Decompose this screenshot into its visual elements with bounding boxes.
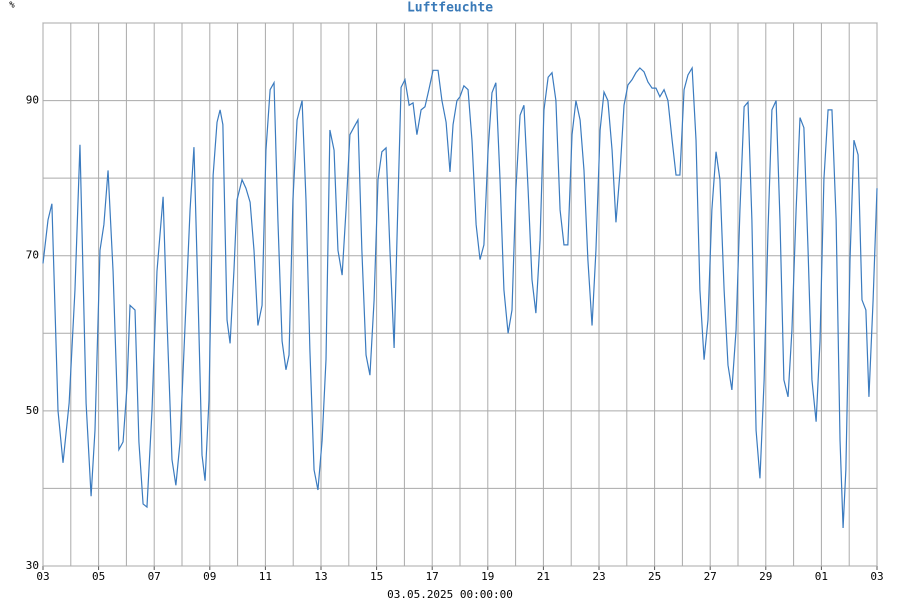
x-tick-label: 19 xyxy=(481,570,494,583)
y-tick-label: 50 xyxy=(26,404,39,417)
x-tick-label: 29 xyxy=(759,570,772,583)
x-tick-label: 09 xyxy=(203,570,216,583)
x-tick-label: 25 xyxy=(648,570,661,583)
y-axis-label: % xyxy=(9,1,15,11)
y-tick-label: 90 xyxy=(26,94,39,107)
x-tick-label: 15 xyxy=(370,570,383,583)
x-tick-label: 11 xyxy=(259,570,272,583)
x-tick-label: 03 xyxy=(36,570,49,583)
data-line xyxy=(42,65,878,529)
x-tick-label: 01 xyxy=(815,570,828,583)
x-tick-label: 05 xyxy=(92,570,105,583)
x-tick-label: 17 xyxy=(426,570,439,583)
x-tick-label: 13 xyxy=(314,570,327,583)
chart-title: Luftfeuchte xyxy=(407,1,493,16)
x-tick-label: 07 xyxy=(148,570,161,583)
x-axis-label: 03.05.2025 00:00:00 xyxy=(387,588,513,600)
x-tick-label: 03 xyxy=(870,570,883,583)
x-tick-label: 23 xyxy=(592,570,605,583)
y-tick-label: 70 xyxy=(26,249,39,262)
x-tick-label: 27 xyxy=(704,570,717,583)
x-tick-label: 21 xyxy=(537,570,550,583)
y-tick-label: 30 xyxy=(26,559,39,572)
